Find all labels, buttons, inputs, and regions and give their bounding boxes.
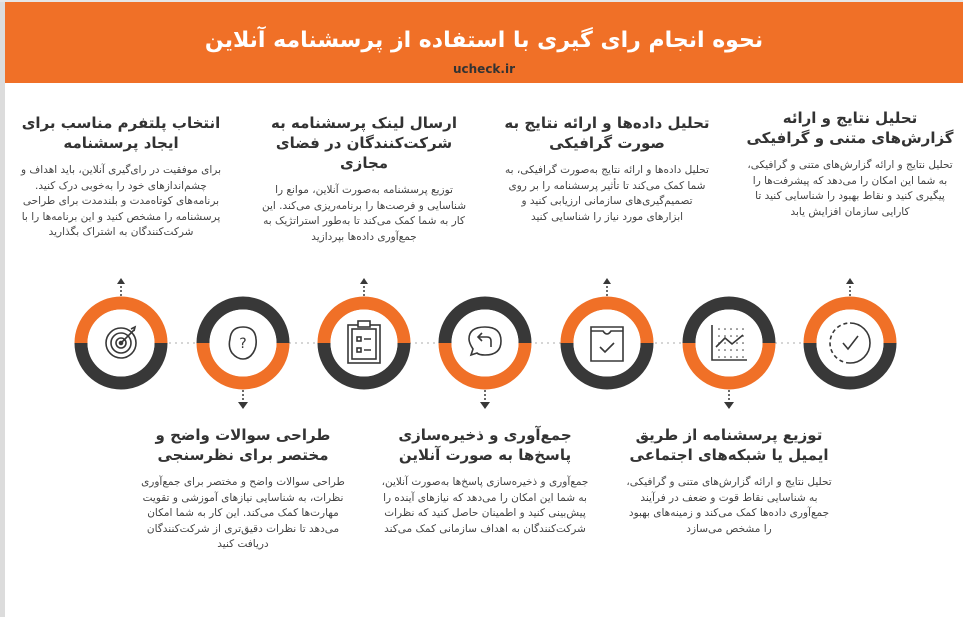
chart-dot	[724, 342, 726, 344]
step-6: توزیع پرسشنامه از طریق ایمیل یا شبکه‌های…	[624, 425, 834, 537]
ring-bottom-half	[560, 342, 654, 390]
page-title: نحوه انجام رای گیری با استفاده از پرسشنا…	[204, 28, 764, 53]
chart-dot	[730, 356, 732, 358]
chart-dot	[730, 349, 732, 351]
ring-inner	[816, 309, 884, 377]
chart-dot	[724, 328, 726, 330]
chart-dot	[736, 349, 738, 351]
step-title: جمع‌آوری و ذخیره‌سازی پاسخ‌ها به صورت آن…	[398, 426, 572, 464]
chart-dot	[736, 335, 738, 337]
ring-top-half	[317, 296, 411, 344]
arrow-down-icon	[238, 402, 248, 409]
head-question-icon: ?	[228, 326, 257, 360]
ring-top-half	[438, 296, 532, 344]
chart-dot	[724, 349, 726, 351]
clipboard-checklist-icon	[347, 320, 381, 364]
chart-dot	[742, 342, 744, 344]
chart-dot	[742, 349, 744, 351]
step-1: انتخاب پلتفرم مناسب برای ایجاد پرسشنامه ب…	[16, 113, 226, 241]
step-3: ارسال لینک پرسشنامه به شرکت‌کنندگان در ف…	[259, 113, 469, 245]
svg-text:?: ?	[239, 336, 246, 352]
chart-dot	[724, 335, 726, 337]
step-marker-5	[560, 278, 654, 390]
ring-top-half	[682, 296, 776, 344]
step-marker-4	[438, 296, 532, 409]
step-title: طراحی سوالات واضح و مختصر برای نظرسنجی	[155, 426, 331, 464]
ring-top-half	[196, 296, 290, 344]
arrow-up-icon	[603, 278, 611, 284]
chart-dot	[730, 342, 732, 344]
step-title: توزیع پرسشنامه از طریق ایمیل یا شبکه‌های…	[629, 426, 829, 464]
step-text: برای موفقیت در رای‌گیری آنلاین، باید اهد…	[20, 164, 221, 238]
ring-inner	[209, 309, 277, 377]
ring-bottom-half	[438, 342, 532, 390]
arrow-down-icon	[724, 402, 734, 409]
chart-dot	[718, 328, 720, 330]
chart-dot	[730, 335, 732, 337]
chart-dot	[736, 328, 738, 330]
ring-bottom-half	[803, 342, 897, 390]
arrow-up-icon	[846, 278, 854, 284]
step-4: جمع‌آوری و ذخیره‌سازی پاسخ‌ها به صورت آن…	[380, 425, 590, 537]
header-banner: نحوه انجام رای گیری با استفاده از پرسشنا…	[5, 2, 963, 83]
ring-top-half	[560, 296, 654, 344]
ring-inner	[451, 309, 519, 377]
chart-dot	[724, 356, 726, 358]
arrow-up-icon	[360, 278, 368, 284]
step-text: جمع‌آوری و ذخیره‌سازی پاسخ‌ها به‌صورت آن…	[381, 476, 589, 535]
ring-bottom-half	[196, 342, 290, 390]
arrow-down-icon	[480, 402, 490, 409]
chart-dot	[718, 356, 720, 358]
circle-check-icon	[829, 322, 871, 364]
ring-bottom-half	[682, 342, 776, 390]
ring-inner	[573, 309, 641, 377]
ring-top-half	[74, 296, 168, 344]
chart-dot	[742, 328, 744, 330]
chat-reply-icon	[468, 326, 502, 357]
chart-dot	[730, 328, 732, 330]
ring-inner	[330, 309, 398, 377]
step-7: تحلیل نتایج و ارائه گزارش‌های متنی و گرا…	[745, 108, 955, 220]
step-title: تحلیل داده‌ها و ارائه نتایج به صورت گراف…	[504, 114, 710, 152]
step-marker-1	[74, 278, 168, 390]
ring-inner	[695, 309, 763, 377]
ring-bottom-half	[74, 342, 168, 390]
step-text: تحلیل نتایج و ارائه گزارش‌های متنی و گرا…	[626, 476, 832, 535]
step-title: انتخاب پلتفرم مناسب برای ایجاد پرسشنامه	[21, 114, 221, 152]
step-text: طراحی سوالات واضح و مختصر برای جمع‌آوری …	[141, 476, 345, 550]
top-border	[0, 0, 963, 2]
step-text: تحلیل داده‌ها و ارائه نتایج به‌صورت گراف…	[505, 164, 709, 223]
left-border	[0, 0, 5, 617]
target-icon	[105, 325, 137, 359]
chart-dot	[718, 349, 720, 351]
step-text: توزیع پرسشنامه به‌صورت آنلاین، موانع را …	[261, 184, 467, 243]
ring-bottom-half	[317, 342, 411, 390]
arrow-up-icon	[117, 278, 125, 284]
step-5: تحلیل داده‌ها و ارائه نتایج به صورت گراف…	[502, 113, 712, 225]
chart-dot	[736, 342, 738, 344]
step-marker-3	[317, 278, 411, 390]
chart-dot	[742, 356, 744, 358]
step-2: طراحی سوالات واضح و مختصر برای نظرسنجی طر…	[138, 425, 348, 553]
step-marker-2: ?	[196, 296, 290, 409]
chart-dot	[718, 342, 720, 344]
site-url: ucheck.ir	[452, 62, 516, 76]
line-chart-icon	[711, 325, 747, 361]
chart-dot	[736, 356, 738, 358]
step-title: تحلیل نتایج و ارائه گزارش‌های متنی و گرا…	[746, 109, 954, 147]
step-marker-7	[803, 278, 897, 390]
chart-dot	[718, 335, 720, 337]
step-text: تحلیل نتایج و ارائه گزارش‌های متنی و گرا…	[747, 159, 953, 218]
ring-top-half	[803, 296, 897, 344]
step-marker-6	[682, 296, 776, 409]
chart-dot	[742, 335, 744, 337]
box-check-icon	[590, 326, 624, 362]
step-title: ارسال لینک پرسشنامه به شرکت‌کنندگان در ف…	[271, 114, 457, 172]
